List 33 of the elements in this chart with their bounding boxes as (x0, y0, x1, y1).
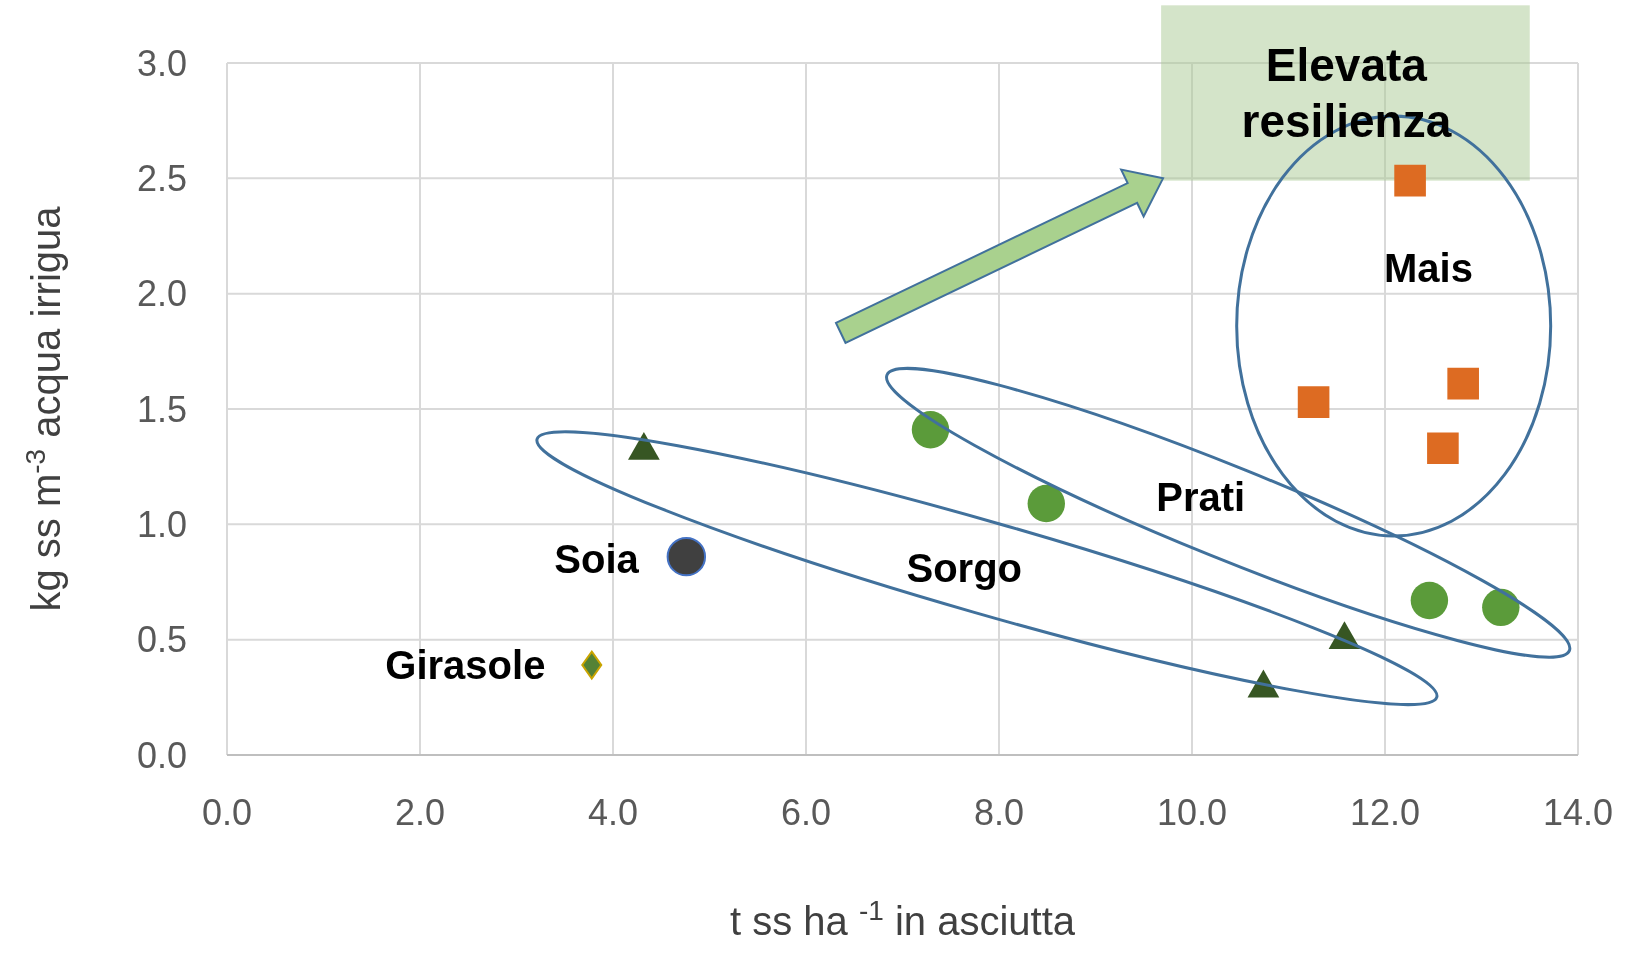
x-tick-label: 12.0 (1349, 792, 1421, 833)
x-tick-label: 6.0 (780, 792, 832, 833)
x-tick-label: 14.0 (1542, 792, 1614, 833)
point (1297, 386, 1330, 418)
annotation: Mais (1383, 246, 1473, 291)
y-tick-label: 2.5 (136, 157, 187, 199)
x-tick-label: 8.0 (973, 792, 1025, 833)
point (581, 650, 603, 680)
x-tick-label: 0.0 (201, 792, 253, 833)
y-tick-label: 0.5 (136, 619, 187, 661)
annotation: Girasole (385, 643, 546, 688)
annotation: Sorgo (906, 546, 1023, 591)
x-axis-title: t ss ha $^{-1}$ in asciutta (729, 894, 1076, 943)
point (1410, 581, 1449, 620)
point (911, 411, 950, 449)
point (1027, 484, 1065, 523)
x-tick-label: 4.0 (587, 792, 639, 833)
x-tick-label: 2.0 (394, 792, 446, 833)
y-tick-label: 1.0 (136, 503, 187, 545)
point (1394, 164, 1426, 197)
point (666, 536, 707, 577)
y-tick-label: 0.0 (136, 734, 187, 776)
annotation: Prati (1156, 474, 1246, 519)
point (1482, 588, 1520, 627)
point (1427, 432, 1459, 465)
y-tick-label: 2.0 (136, 273, 187, 315)
y-tick-label: 1.5 (136, 388, 187, 430)
y-tick-label: 3.0 (136, 42, 187, 84)
annotation: Elevata resilienza (1241, 39, 1452, 147)
point (1447, 367, 1479, 400)
annotation: Soia (554, 536, 640, 581)
x-tick-label: 10.0 (1156, 792, 1228, 833)
point (628, 432, 660, 460)
